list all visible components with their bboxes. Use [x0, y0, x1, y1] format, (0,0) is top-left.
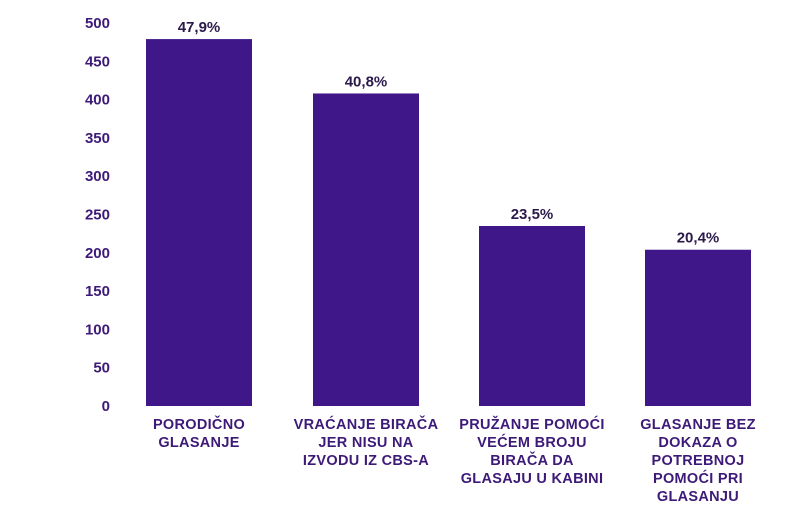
x-category-label-line: GLASANJU — [657, 489, 739, 505]
x-category-label: PRUŽANJE POMOĆI VEĆEM BROJU BIRAČA DA GLASA… — [459, 415, 605, 487]
y-tick-label: 200 — [85, 245, 110, 262]
y-tick-label: 450 — [85, 53, 110, 70]
data-label: 40,8% — [345, 73, 388, 90]
data-label: 47,9% — [178, 19, 221, 36]
x-category-label-line: VEĆEM BROJU — [477, 433, 587, 451]
y-tick-label: 300 — [85, 168, 110, 185]
y-tick-label: 50 — [93, 360, 110, 377]
x-category-label-line: GLASANJE — [158, 435, 239, 451]
x-category-label-line: PRUŽANJE POMOĆI — [459, 415, 605, 433]
y-tick-label: 0 — [102, 398, 110, 415]
data-label: 20,4% — [677, 230, 720, 247]
bar — [313, 93, 419, 407]
x-category-label: PORODIČNO GLASANJE — [153, 415, 245, 451]
y-axis: 0 50 100 150 200 250 300 350 400 450 500 — [85, 15, 110, 415]
x-category-label-line: IZVODU IZ CBS-A — [303, 453, 429, 469]
y-tick-label: 250 — [85, 207, 110, 224]
bars — [146, 39, 751, 407]
x-category-label-line: PORODIČNO — [153, 415, 245, 433]
x-axis: PORODIČNO GLASANJE VRAĆANJE BIRAČA JER NISU… — [153, 415, 756, 505]
x-category-label-line: JER NISU NA — [318, 435, 413, 451]
y-tick-label: 500 — [85, 15, 110, 32]
x-category-label-line: POTREBNOJ — [652, 453, 745, 469]
y-tick-label: 150 — [85, 283, 110, 300]
bar — [645, 249, 751, 406]
bar — [479, 225, 585, 406]
x-category-label-line: BIRAČA DA — [490, 451, 574, 469]
x-category-label: VRAĆANJE BIRAČA JER NISU NA IZVODU IZ CBS-… — [294, 415, 439, 469]
x-category-label-line: GLASAJU U KABINI — [461, 471, 604, 487]
data-labels: 47,9% 40,8% 23,5% 20,4% — [178, 19, 720, 247]
y-tick-label: 400 — [85, 92, 110, 109]
x-category-label-line: VRAĆANJE BIRAČA — [294, 415, 439, 433]
x-category-label-line: POMOĆI PRI — [653, 469, 743, 487]
x-category-label-line: DOKAZA O — [658, 435, 737, 451]
data-label: 23,5% — [511, 206, 554, 223]
x-category-label: GLASANJE BEZ DOKAZA O POTREBNOJ POMOĆI PRI G… — [640, 417, 756, 505]
y-tick-label: 350 — [85, 130, 110, 147]
bar — [146, 39, 252, 406]
x-category-label-line: GLASANJE BEZ — [640, 417, 756, 433]
y-tick-label: 100 — [85, 321, 110, 338]
